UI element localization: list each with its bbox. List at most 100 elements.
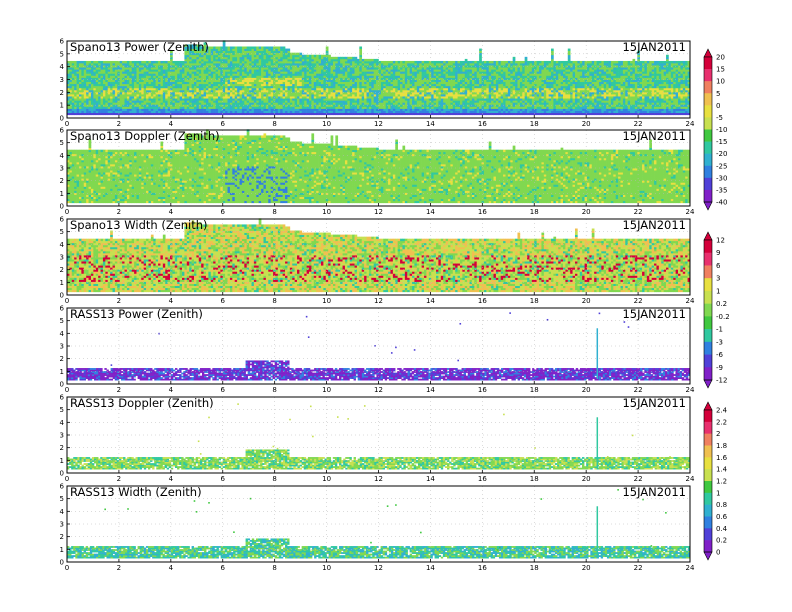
cell [108, 61, 111, 63]
cell [96, 61, 99, 63]
cell [376, 59, 379, 61]
cell [446, 61, 449, 63]
cell [240, 46, 243, 48]
cell [103, 61, 106, 63]
cell [280, 46, 283, 48]
cell [81, 61, 84, 63]
cell [273, 46, 276, 48]
cell [367, 59, 370, 61]
cell [151, 61, 154, 63]
cell [465, 59, 468, 61]
cell [422, 61, 425, 63]
cell [287, 49, 290, 51]
cell [393, 61, 396, 63]
cell [338, 57, 341, 59]
cell [304, 55, 307, 57]
cell [470, 61, 473, 63]
cell [283, 46, 286, 48]
cell [252, 46, 255, 48]
cell [244, 46, 247, 48]
cell [136, 61, 139, 63]
cell [120, 61, 123, 63]
cell [307, 55, 310, 57]
cell [412, 61, 415, 63]
cell [419, 61, 422, 63]
cell [340, 57, 343, 59]
cell [168, 61, 171, 63]
cell [343, 57, 346, 59]
cell [371, 59, 374, 61]
cell [153, 61, 156, 63]
cell [139, 61, 142, 63]
cell [323, 55, 326, 57]
cell [218, 46, 221, 48]
cell [247, 46, 250, 48]
cell [249, 46, 252, 48]
cell [268, 46, 271, 48]
cell [180, 61, 183, 63]
cell [165, 61, 168, 63]
cell [357, 59, 360, 61]
cell [211, 46, 214, 48]
cell [278, 46, 281, 48]
cell [259, 46, 262, 48]
cell [383, 61, 386, 63]
cell [350, 57, 353, 59]
cell [328, 55, 331, 57]
cell [359, 46, 362, 48]
cell [417, 61, 420, 63]
cell [113, 61, 116, 63]
cell [235, 46, 238, 48]
cell [316, 55, 319, 57]
cell [182, 61, 185, 63]
cell [225, 46, 228, 48]
cell [261, 46, 264, 48]
cell [402, 61, 405, 63]
cell [129, 61, 132, 63]
cell [98, 61, 101, 63]
cell [237, 46, 240, 48]
cell [163, 61, 166, 63]
cell [407, 61, 410, 63]
cell [311, 55, 314, 57]
cell [115, 61, 118, 63]
cell [460, 61, 463, 63]
cell [105, 61, 108, 63]
cell [347, 57, 350, 59]
cell [467, 61, 470, 63]
cell [134, 61, 137, 63]
cell [374, 59, 377, 61]
cell [448, 61, 451, 63]
cell [84, 61, 87, 63]
cell [148, 61, 151, 63]
cell [426, 61, 429, 63]
cell [314, 55, 317, 57]
cell [285, 49, 288, 51]
cell [172, 61, 175, 63]
cell [125, 61, 128, 63]
cell [321, 55, 324, 57]
cell [228, 46, 231, 48]
cell [388, 61, 391, 63]
cell [263, 46, 266, 48]
cell [216, 46, 219, 48]
cell [69, 61, 72, 63]
cell [101, 61, 104, 63]
cell [455, 61, 458, 63]
cell [443, 61, 446, 63]
cell [362, 59, 365, 61]
cell [434, 61, 437, 63]
cell [364, 59, 367, 61]
cell [331, 57, 334, 59]
cell [213, 46, 216, 48]
cell [110, 61, 113, 63]
cell [86, 61, 89, 63]
cell [379, 61, 382, 63]
cell [72, 61, 75, 63]
cell [369, 59, 372, 61]
cell [275, 46, 278, 48]
cell [302, 55, 305, 57]
cell [309, 55, 312, 57]
